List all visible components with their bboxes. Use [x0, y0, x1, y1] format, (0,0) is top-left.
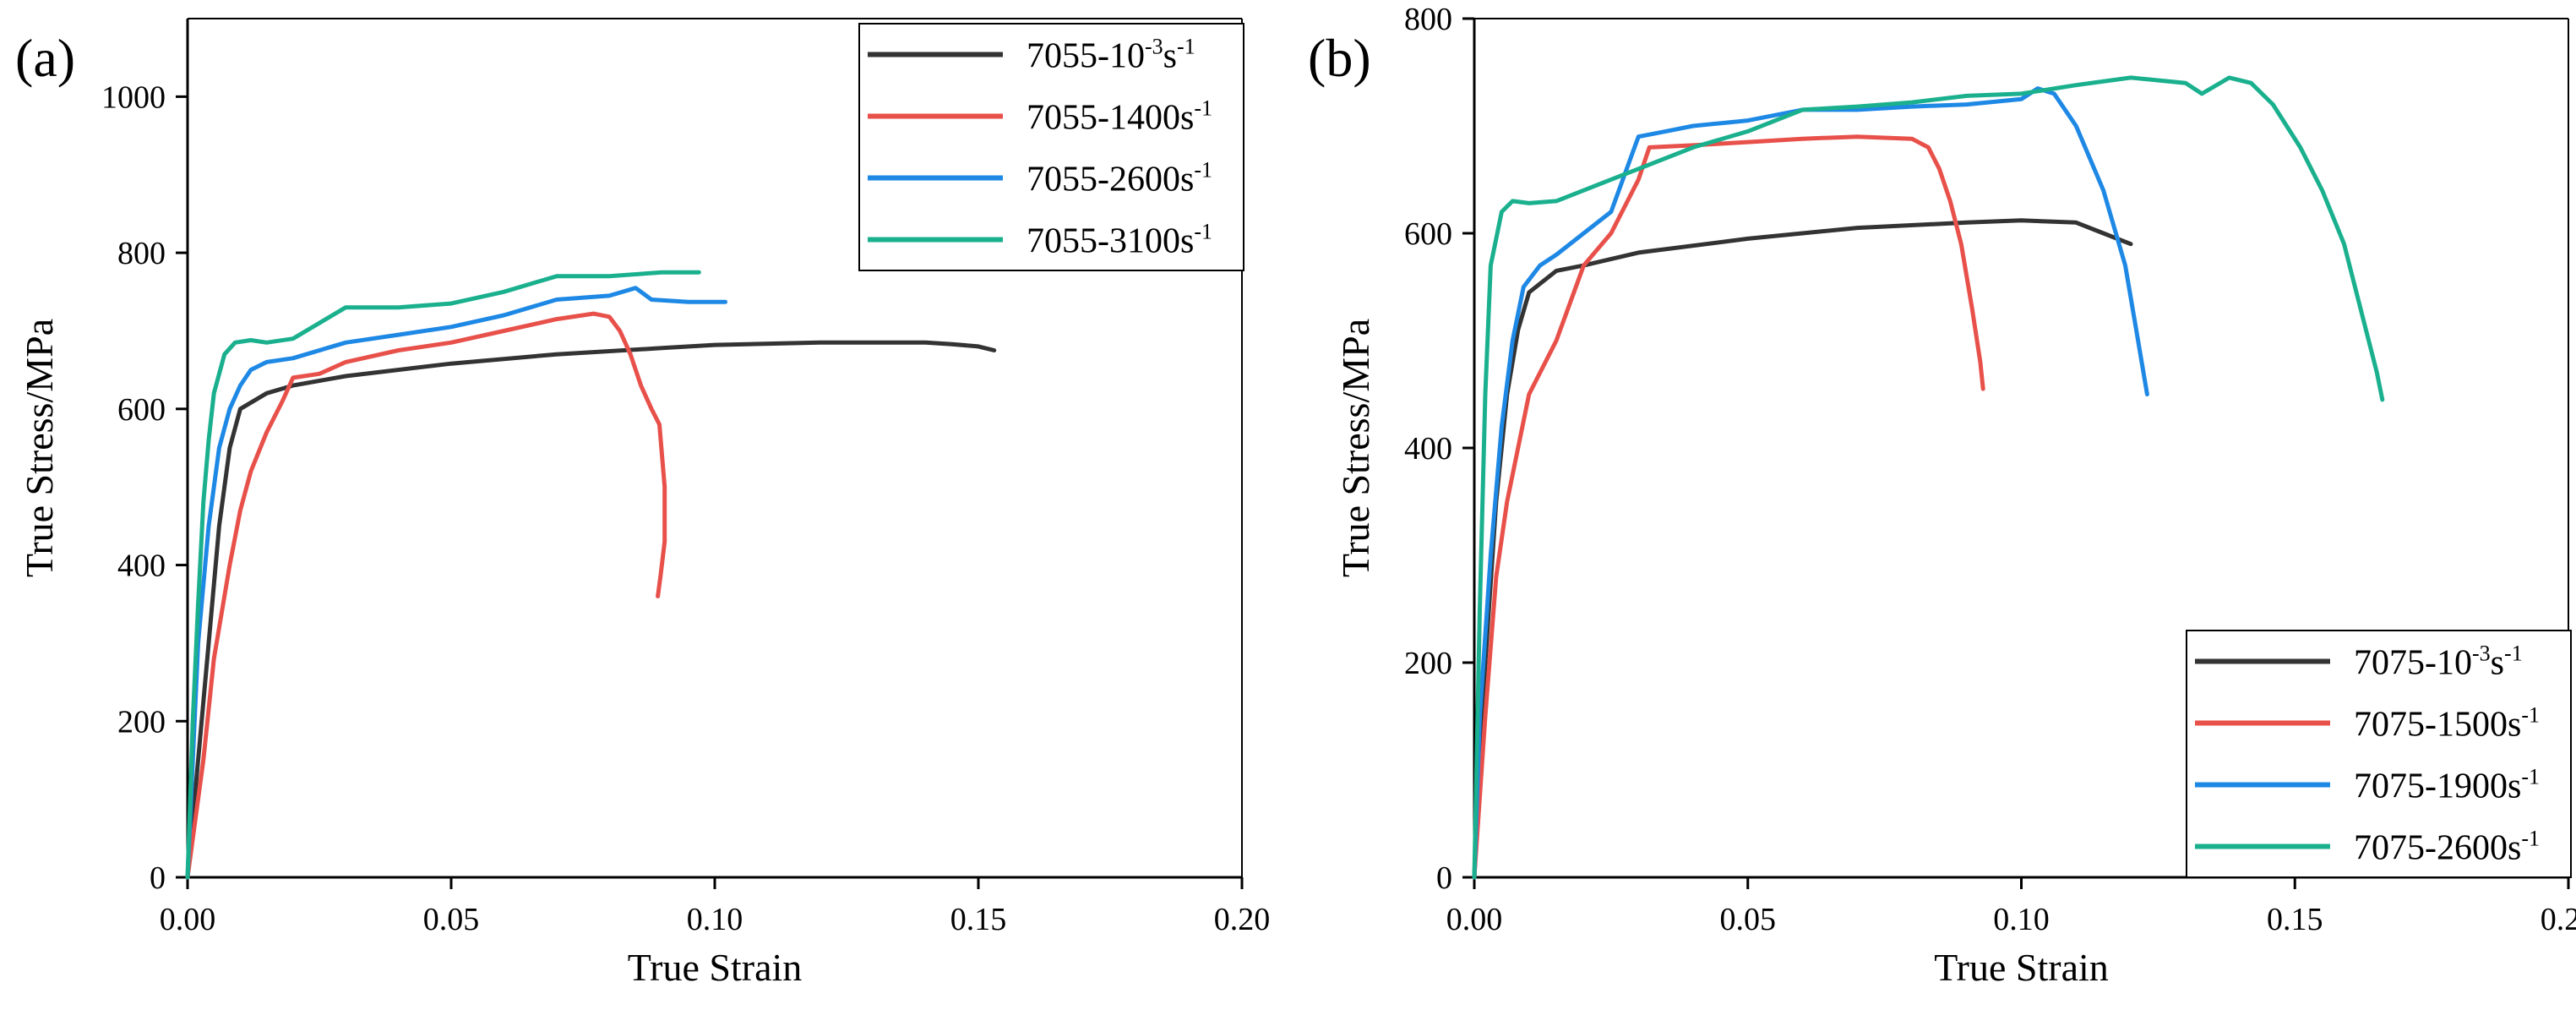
legend-entry: 7055-3100s-1	[1027, 220, 1212, 261]
legend-base-text: 7055-3100s	[1027, 222, 1194, 261]
legend-superscript: -1	[2521, 765, 2540, 789]
legend-base-text: 7055-2600s	[1027, 161, 1194, 199]
y-tick-label: 200	[117, 704, 166, 740]
legend-superscript: -3	[1145, 35, 1163, 59]
y-tick-label: 0	[150, 860, 166, 896]
series-line-2	[185, 286, 727, 880]
series-line-3	[1472, 75, 2385, 880]
legend: 7055-10-3s-17055-1400s-17055-2600s-17055…	[858, 23, 1244, 271]
y-axis-title: True Stress/MPa	[18, 319, 61, 577]
legend-entry: 7055-1400s-1	[1027, 96, 1212, 138]
y-tick-label: 800	[117, 236, 166, 271]
y-tick-label: 200	[1404, 646, 1452, 681]
legend-base-text: 7075-2600s	[2354, 829, 2521, 868]
series-line-1	[185, 311, 667, 880]
series-line-3	[185, 270, 701, 880]
legend-base-text: 7075-1500s	[2354, 706, 2521, 745]
y-tick-label: 600	[1404, 216, 1452, 252]
legend-box	[2186, 630, 2572, 878]
legend-base-text: 7075-1900s	[2354, 767, 2521, 806]
legend-base-text: s	[1163, 37, 1177, 76]
y-tick-label: 400	[117, 549, 166, 584]
legend-superscript: -1	[1194, 158, 1212, 183]
y-axis-title: True Stress/MPa	[1334, 319, 1377, 577]
legend-entry: 7075-1900s-1	[2354, 765, 2540, 806]
legend-base-text: 7075-10	[2354, 644, 2472, 683]
legend-superscript: -1	[1194, 220, 1212, 244]
x-axis-title: True Strain	[1934, 946, 2109, 989]
x-tick-label: 0.00	[1446, 902, 1503, 937]
x-tick-label: 0.15	[950, 902, 1007, 937]
legend-entry: 7075-1500s-1	[2354, 703, 2540, 745]
legend-base-text: s	[2491, 644, 2504, 683]
legend-base-text: 7055-1400s	[1027, 99, 1194, 138]
x-tick-label: 0.10	[687, 902, 743, 937]
legend-entry: 7055-10-3s-1	[1027, 35, 1195, 76]
x-tick-label: 0.15	[2267, 902, 2323, 937]
x-tick-label: 0.20	[1214, 902, 1271, 937]
panel-label: (a)	[15, 28, 75, 88]
x-axis-title: True Strain	[628, 946, 803, 989]
y-tick-label: 400	[1404, 431, 1452, 467]
series-line-2	[1472, 86, 2149, 880]
y-tick-label: 800	[1404, 2, 1452, 37]
x-tick-label: 0.05	[423, 902, 480, 937]
panel-label: (b)	[1308, 28, 1371, 88]
legend: 7075-10-3s-17075-1500s-17075-1900s-17075…	[2186, 630, 2572, 878]
series-line-1	[1472, 134, 1985, 880]
legend-superscript: -1	[1194, 96, 1212, 121]
legend-entry: 7075-2600s-1	[2354, 827, 2540, 868]
chart-panel-b: (b) 0.00 0.05 0.10 0.15 0.20 0 200 400 600 800 True…	[1308, 2, 2576, 989]
legend-entry: 7075-10-3s-1	[2354, 641, 2523, 683]
chart-panel-a: (a) 0.00 0.05 0.10 0.15 0.20 0 200 400 600 800 1000…	[15, 18, 1271, 989]
legend-superscript: -1	[2521, 827, 2540, 851]
x-tick-label: 0.00	[160, 902, 216, 937]
legend-box	[858, 23, 1244, 271]
series-line-0	[185, 340, 997, 880]
legend-superscript: -3	[2472, 641, 2491, 666]
legend-superscript: -1	[2504, 641, 2523, 666]
legend-entry: 7055-2600s-1	[1027, 158, 1212, 199]
series-line-0	[1472, 218, 2133, 880]
legend-superscript: -1	[2521, 703, 2540, 728]
y-tick-label: 1000	[101, 79, 166, 115]
x-tick-label: 0.20	[2541, 902, 2576, 937]
legend-superscript: -1	[1177, 35, 1195, 59]
x-tick-label: 0.10	[1993, 902, 2050, 937]
legend-base-text: 7055-10	[1027, 37, 1145, 76]
y-tick-label: 0	[1436, 860, 1452, 896]
y-tick-label: 600	[117, 392, 166, 428]
x-tick-label: 0.05	[1720, 902, 1777, 937]
